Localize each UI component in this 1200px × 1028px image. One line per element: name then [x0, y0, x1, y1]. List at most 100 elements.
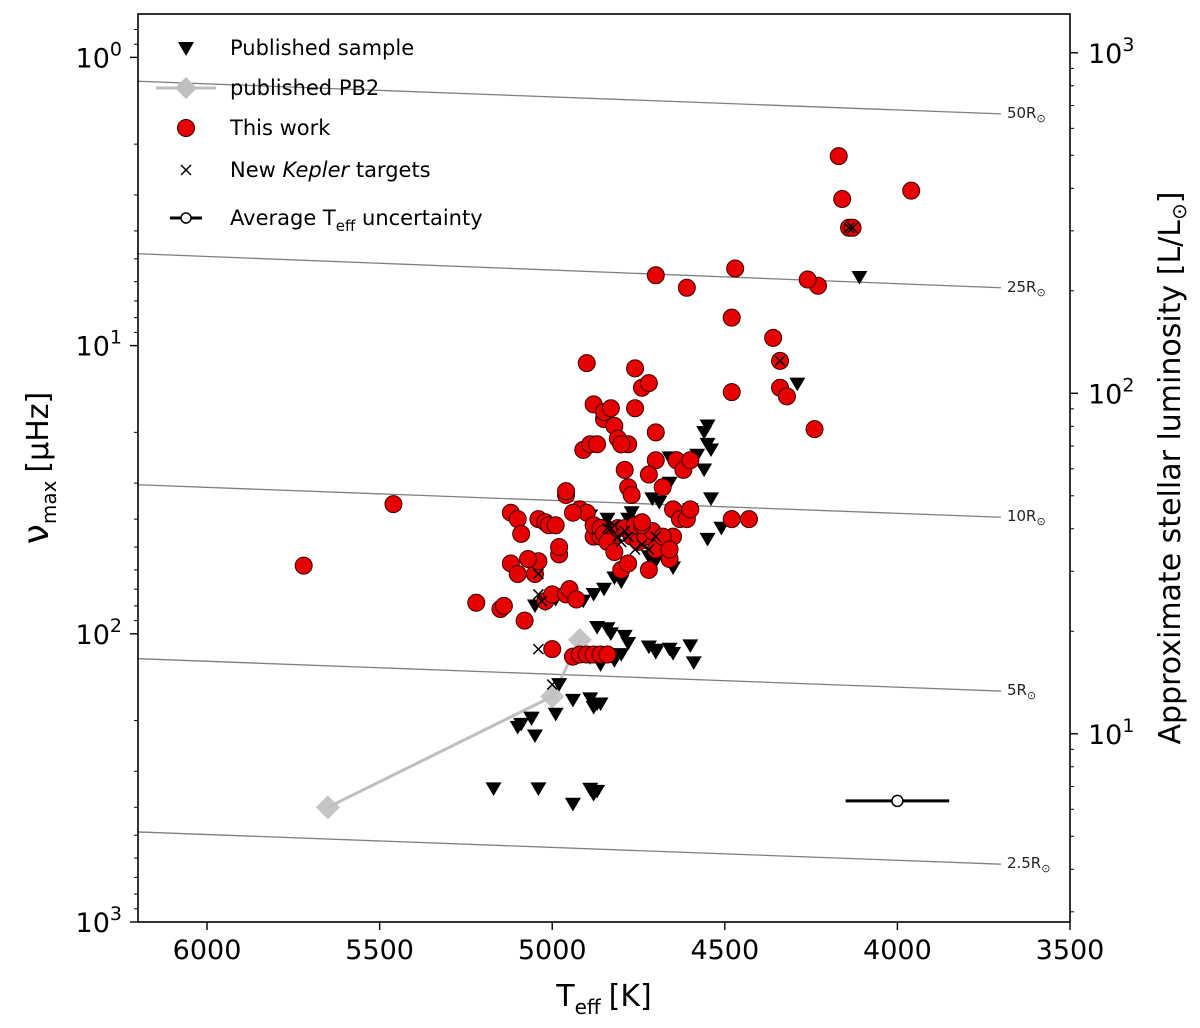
published-sample-point [644, 492, 661, 506]
this-work-point [508, 564, 527, 583]
new-kepler-marker [536, 595, 548, 607]
new-kepler-marker [532, 588, 544, 600]
new-kepler-marker [601, 522, 613, 534]
published-sample-point [696, 425, 713, 440]
this-work-point [612, 435, 631, 454]
published-sample-point [485, 782, 502, 796]
new-kepler-marker [650, 531, 662, 543]
legend-entry: This work [177, 116, 331, 140]
this-work-point [722, 510, 741, 529]
y-right-tick-label: 103 [1088, 34, 1134, 70]
published-sample-point [703, 492, 720, 506]
this-work-point [601, 399, 620, 418]
new-kepler-marker [843, 222, 855, 234]
new-kepler-marker [532, 568, 544, 580]
radius-lines: 50R⊙ 25R⊙ 10R⊙ 5R⊙ 2.5R⊙ [137, 80, 1050, 875]
legend-label: Published sample [230, 36, 414, 60]
this-work-point [508, 510, 527, 529]
published-sample-point [685, 656, 702, 670]
new-kepler-marker [612, 531, 624, 543]
published-sample-point [661, 642, 678, 657]
x-tick-label: 4500 [690, 935, 759, 966]
radius-label: 50R⊙ [1007, 104, 1046, 125]
y-right-axis-title: Approximate stellar luminosity [L/L⊙] [1153, 192, 1191, 745]
new-kepler-marker [608, 519, 620, 531]
radius-line [137, 831, 1001, 865]
radius-label: 10R⊙ [1007, 507, 1046, 528]
this-work-point [777, 387, 796, 406]
published-sample-point [699, 532, 716, 547]
this-work-point [653, 478, 672, 497]
this-work-point [639, 560, 658, 579]
average-teff-uncertainty [845, 794, 950, 808]
published-sample-point [547, 707, 564, 722]
new-kepler-marker [532, 643, 544, 655]
x-axis-title: Teff [K] [555, 979, 652, 1019]
axes: 6000 5500 5000 4500 4000 3500 100 101 102 103 101 1… [16, 28, 1191, 1019]
published-sample-point [851, 271, 868, 285]
this-work-point [833, 190, 852, 209]
published-sample-point [564, 693, 581, 708]
this-work-point [577, 354, 596, 373]
this-work-point [550, 538, 569, 557]
published-sample-point [523, 711, 540, 726]
radius-line [137, 80, 1001, 115]
this-work-point [619, 554, 638, 573]
published-sample-point [526, 729, 543, 744]
new-kepler-marker [615, 536, 627, 548]
legend-entry: Average Teff uncertainty [170, 206, 483, 235]
new-kepler-marker [546, 679, 558, 691]
this-work-point [646, 266, 665, 285]
this-work-point [515, 611, 534, 630]
this-work-point [739, 510, 758, 529]
this-work-point [902, 181, 921, 200]
legend-marker-diamond [175, 77, 197, 99]
published-sample-point [602, 627, 619, 641]
y-left-tick-label: 102 [76, 615, 122, 651]
this-work-point [467, 593, 486, 612]
legend: Published sample published PB2 This work Ne… [156, 36, 483, 235]
published-sample-point [647, 554, 664, 569]
this-work-point [829, 147, 848, 166]
this-work-point [494, 596, 513, 615]
pb2-point [315, 795, 340, 820]
published-sample-point [682, 639, 699, 653]
this-work-point [615, 460, 634, 479]
this-work-point [598, 645, 617, 664]
new-kepler-marker [629, 543, 641, 556]
y-left-tick-label: 100 [76, 38, 122, 74]
y-right-tick-label: 102 [1088, 374, 1134, 410]
legend-entry: New Kepler targets [180, 158, 431, 182]
new-kepler-marker [643, 543, 655, 556]
pb2-point [540, 684, 565, 709]
this-work-point [681, 500, 700, 519]
radius-label: 2.5R⊙ [1007, 854, 1050, 875]
this-work-point [660, 540, 679, 559]
this-work-point [798, 270, 817, 289]
published-sample-point [647, 643, 664, 658]
new-kepler-marker [774, 355, 786, 367]
radius-line [137, 658, 1001, 692]
this-work-point [622, 486, 641, 505]
legend-marker-triangle [178, 42, 194, 56]
published-sample-point [596, 582, 612, 597]
published-sample-point [696, 463, 713, 478]
this-work-point [646, 423, 665, 442]
y-right-tick-label: 101 [1088, 715, 1134, 751]
y-left-axis-title: νmax[μHz] [16, 392, 61, 545]
x-tick-label: 5000 [518, 935, 587, 966]
this-work-point [588, 435, 607, 454]
new-kepler-marker [619, 525, 631, 537]
legend-label: This work [229, 116, 331, 140]
published-sample-point [651, 495, 668, 510]
published-sample-point [585, 588, 602, 602]
published-sample-point [616, 629, 633, 644]
legend-marker-errorbar-center [180, 212, 192, 224]
published-sample-point [620, 637, 637, 651]
published-sample-point [703, 443, 720, 458]
x-tick-label: 5500 [345, 935, 414, 966]
radius-label: 5R⊙ [1007, 681, 1036, 702]
series-this-work [294, 147, 921, 691]
